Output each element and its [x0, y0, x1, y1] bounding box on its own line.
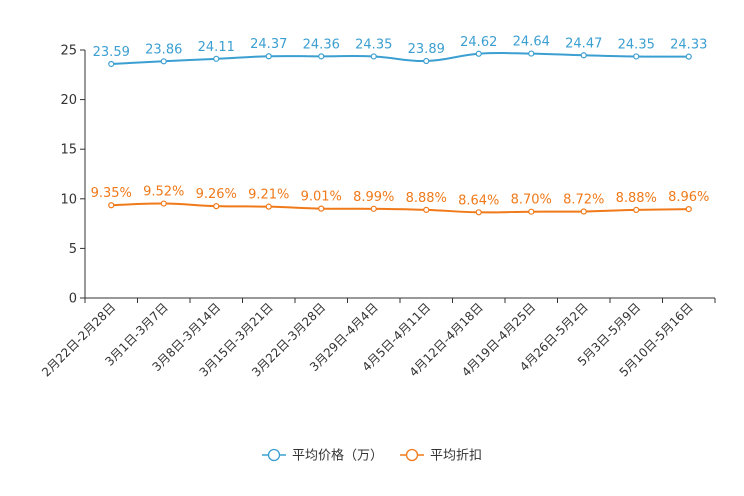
series-1: 23.59 23.86 24.11 24.37 24.36 24.35 23.89 24.62…: [93, 35, 707, 68]
data-point: [370, 205, 377, 212]
data-point: [528, 208, 535, 215]
data-label: 9.01%: [301, 190, 342, 205]
data-point: [108, 60, 115, 68]
data-point: [633, 53, 640, 60]
data-label: 24.36: [303, 37, 340, 52]
data-point: [213, 55, 220, 62]
series-2: 9.35% 9.52% 9.26% 9.21% 9.01% 8.99% 8.88% 8.64%…: [91, 185, 709, 216]
data-label: 8.70%: [511, 193, 552, 208]
legend-label: 平均价格（万）: [292, 448, 383, 464]
x-tick-label: 2月22日-2月28日: [39, 300, 118, 379]
data-point: [213, 203, 220, 210]
legend-marker-icon: [405, 448, 419, 462]
legend[interactable]: 平均价格（万） 平均折扣: [262, 448, 482, 464]
data-label: 23.59: [93, 45, 130, 60]
data-point: [265, 203, 272, 210]
data-point: [160, 58, 167, 65]
data-label: 8.88%: [406, 191, 447, 206]
data-point: [423, 57, 430, 65]
data-label: 9.52%: [143, 185, 184, 200]
data-point: [423, 206, 430, 214]
data-point: [528, 50, 535, 57]
series-line: [111, 202, 689, 214]
series-line: [111, 51, 689, 65]
y-tick-label: 15: [60, 143, 77, 158]
data-label: 23.89: [408, 42, 445, 57]
data-label: 24.11: [198, 40, 235, 55]
data-label: 24.35: [355, 37, 392, 52]
data-label: 23.86: [145, 42, 182, 57]
data-point: [475, 209, 482, 216]
data-label: 24.62: [460, 35, 497, 50]
data-label: 8.88%: [616, 191, 657, 206]
data-label: 8.96%: [668, 190, 709, 205]
data-label: 24.47: [565, 36, 602, 51]
data-point: [475, 50, 482, 57]
data-point: [580, 208, 587, 215]
data-label: 9.35%: [91, 186, 132, 201]
y-tick-label: 5: [69, 242, 77, 257]
y-tick-label: 0: [69, 292, 77, 307]
data-point: [685, 206, 692, 213]
data-label: 24.37: [250, 37, 287, 52]
y-tick-label: 25: [60, 44, 77, 59]
legend-label: 平均折扣: [430, 449, 482, 464]
legend-item-1[interactable]: 平均价格（万）: [262, 448, 383, 464]
legend-marker-icon: [267, 448, 281, 462]
data-label: 8.72%: [563, 192, 604, 207]
legend-item-2[interactable]: 平均折扣: [400, 449, 482, 464]
data-label: 9.26%: [196, 187, 237, 202]
y-tick-label: 20: [60, 93, 77, 108]
data-label: 24.33: [670, 38, 707, 53]
data-point: [108, 202, 115, 209]
data-point: [318, 205, 325, 212]
data-point: [160, 200, 167, 207]
data-label: 24.64: [513, 35, 550, 50]
data-point: [318, 53, 325, 60]
series-layer: 23.59 23.86 24.11 24.37 24.36 24.35 23.89 24.62…: [91, 35, 709, 216]
data-point: [265, 53, 272, 60]
data-label: 8.64%: [458, 193, 499, 208]
data-point: [633, 206, 640, 214]
data-label: 8.99%: [353, 190, 394, 205]
y-tick-label: 10: [60, 192, 77, 207]
data-point: [370, 53, 377, 60]
data-label: 9.21%: [248, 188, 289, 203]
data-point: [685, 53, 692, 60]
data-label: 24.35: [618, 37, 655, 52]
data-point: [580, 52, 587, 59]
